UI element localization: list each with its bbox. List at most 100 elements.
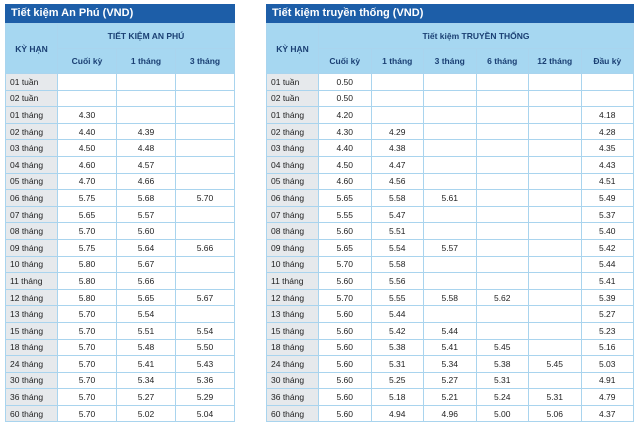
rate-cell: 5.31 — [475, 371, 529, 390]
rate-cell: 5.60 — [318, 222, 372, 240]
rate-cell: 5.67 — [116, 255, 176, 274]
rate-cell: 5.60 — [318, 404, 372, 423]
rate-table: KỲ HẠN TIẾT KIỆM AN PHÚ Cuối kỳ 1 tháng 3 th… — [5, 23, 235, 423]
rate-cell: 5.70 — [175, 189, 235, 207]
term-cell: 13 tháng — [5, 305, 58, 323]
empty-cell — [175, 205, 235, 224]
empty-cell — [475, 238, 529, 257]
rate-cell: 5.37 — [580, 205, 634, 224]
rate-cell: 5.45 — [475, 338, 529, 357]
rate-cell: 5.60 — [116, 222, 176, 240]
rate-cell: 5.51 — [116, 321, 176, 340]
header-row: Cuối kỳ 1 tháng 3 tháng — [6, 48, 235, 74]
column-header: Cuối kỳ — [318, 48, 372, 74]
rate-cell: 4.39 — [116, 122, 176, 141]
empty-cell — [57, 89, 117, 108]
empty-cell — [175, 255, 235, 274]
empty-cell — [175, 122, 235, 141]
data-row: 60 tháng 5.70 5.02 5.04 — [5, 404, 235, 423]
rate-cell: 5.40 — [580, 222, 634, 240]
empty-cell — [475, 106, 529, 124]
data-row: 01 tháng 4.30 — [5, 106, 235, 124]
term-cell: 15 tháng — [266, 321, 319, 340]
empty-cell — [175, 272, 235, 290]
rate-cell: 5.34 — [423, 355, 477, 373]
term-cell: 36 tháng — [5, 388, 58, 406]
rate-cell: 5.16 — [580, 338, 634, 357]
empty-cell — [423, 172, 477, 191]
rate-cell: 5.23 — [580, 321, 634, 340]
data-row: 02 tuần 0.50 — [266, 89, 634, 108]
rate-cell: 5.60 — [318, 371, 372, 390]
rate-cell: 5.45 — [528, 355, 582, 373]
term-cell: 07 tháng — [5, 205, 58, 224]
data-row: 03 tháng 4.40 4.38 4.35 — [266, 139, 634, 157]
empty-cell — [475, 73, 529, 91]
data-row: 02 tháng 4.40 4.39 — [5, 122, 235, 141]
rate-cell: 4.66 — [116, 172, 176, 191]
rate-cell: 5.65 — [318, 189, 372, 207]
empty-cell — [475, 272, 529, 290]
empty-cell — [475, 189, 529, 207]
empty-cell — [528, 255, 582, 274]
empty-cell — [423, 89, 477, 108]
header-row: KỲ HẠN TIẾT KIỆM AN PHÚ — [5, 23, 235, 74]
data-row: 07 tháng 5.55 5.47 5.37 — [266, 205, 634, 224]
rate-cell: 5.41 — [116, 355, 176, 373]
empty-cell — [175, 139, 235, 157]
rate-cell: 5.36 — [175, 371, 235, 390]
data-row: 60 tháng 5.60 4.94 4.96 5.00 5.06 4.37 — [266, 404, 634, 423]
term-cell: 01 tuần — [266, 73, 319, 91]
rate-cell: 5.27 — [116, 388, 176, 406]
data-row: 10 tháng 5.80 5.67 — [5, 255, 235, 274]
rate-cell: 5.39 — [580, 288, 634, 307]
data-row: 11 tháng 5.80 5.66 — [5, 272, 235, 290]
rate-table: KỲ HẠN Tiết kiệm TRUYỀN THỐNG Cuối kỳ 1 thá… — [266, 23, 634, 423]
empty-cell — [528, 172, 582, 191]
term-cell: 04 tháng — [266, 155, 319, 174]
term-cell: 24 tháng — [266, 355, 319, 373]
rate-cell: 5.70 — [57, 371, 117, 390]
empty-cell — [370, 106, 424, 124]
rate-cell: 5.80 — [57, 272, 117, 290]
term-header: KỲ HẠN — [266, 23, 319, 74]
term-cell: 30 tháng — [266, 371, 319, 390]
rate-cell: 5.21 — [423, 388, 477, 406]
term-cell: 09 tháng — [5, 238, 58, 257]
term-cell: 30 tháng — [5, 371, 58, 390]
rate-cell: 5.51 — [370, 222, 424, 240]
empty-cell — [175, 73, 235, 91]
term-cell: 11 tháng — [5, 272, 58, 290]
column-header: 1 tháng — [370, 48, 424, 74]
rate-cell: 5.60 — [318, 388, 372, 406]
rate-cell: 5.54 — [175, 321, 235, 340]
rate-cell: 4.29 — [370, 122, 424, 141]
data-row: 05 tháng 4.70 4.66 — [5, 172, 235, 191]
term-cell: 10 tháng — [5, 255, 58, 274]
rate-cell: 5.31 — [370, 355, 424, 373]
rate-cell: 5.29 — [175, 388, 235, 406]
rate-cell: 5.75 — [57, 189, 117, 207]
rate-cell: 5.60 — [318, 321, 372, 340]
data-row: 04 tháng 4.50 4.47 4.43 — [266, 155, 634, 174]
table-title: Tiết kiệm truyền thống (VND) — [266, 4, 634, 23]
data-row: 01 tháng 4.20 4.18 — [266, 106, 634, 124]
empty-cell — [528, 371, 582, 390]
data-row: 13 tháng 5.60 5.44 5.27 — [266, 305, 634, 323]
empty-cell — [580, 73, 634, 91]
rate-cell: 5.67 — [175, 288, 235, 307]
rate-cell: 5.70 — [57, 305, 117, 323]
rate-cell: 5.55 — [370, 288, 424, 307]
data-row: 30 tháng 5.70 5.34 5.36 — [5, 371, 235, 390]
column-header: 1 tháng — [116, 48, 176, 74]
term-cell: 06 tháng — [5, 189, 58, 207]
empty-cell — [423, 205, 477, 224]
term-cell: 13 tháng — [266, 305, 319, 323]
empty-cell — [475, 139, 529, 157]
rate-cell: 5.66 — [116, 272, 176, 290]
term-cell: 06 tháng — [266, 189, 319, 207]
empty-cell — [175, 155, 235, 174]
term-cell: 60 tháng — [5, 404, 58, 423]
rate-cell: 5.44 — [423, 321, 477, 340]
rate-cell: 4.50 — [318, 155, 372, 174]
